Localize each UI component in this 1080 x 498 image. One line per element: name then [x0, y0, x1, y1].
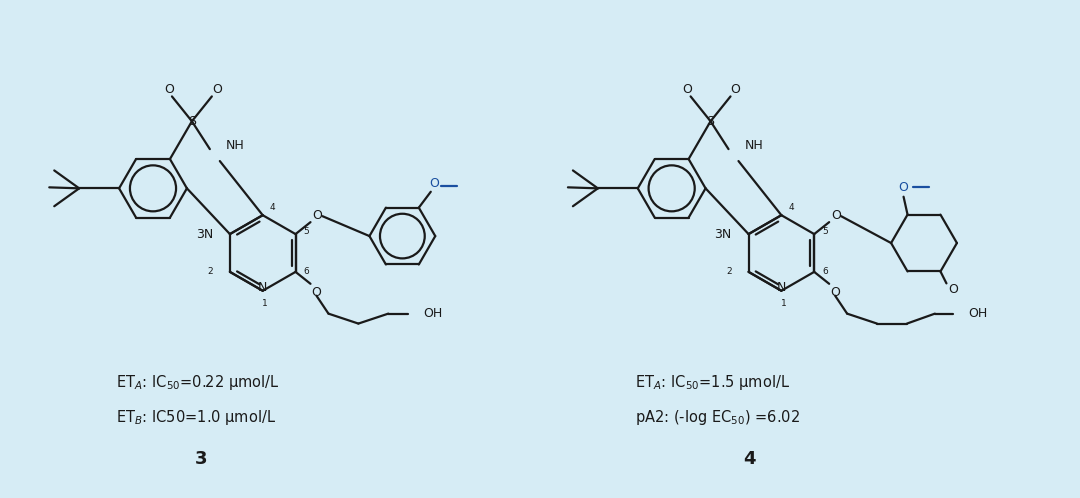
Text: 3N: 3N — [714, 228, 731, 241]
Text: O: O — [311, 286, 322, 299]
Text: 1: 1 — [781, 299, 786, 308]
Text: O: O — [212, 83, 221, 96]
Text: 6: 6 — [303, 267, 309, 276]
Text: 3N: 3N — [195, 228, 213, 241]
Text: N: N — [777, 281, 786, 294]
Text: OH: OH — [968, 307, 987, 320]
Text: 6: 6 — [822, 267, 828, 276]
Text: ET$_A$: IC$_{50}$=0.22 μmol/L: ET$_A$: IC$_{50}$=0.22 μmol/L — [116, 373, 280, 392]
Text: S: S — [188, 115, 195, 128]
Text: S: S — [706, 115, 715, 128]
Text: 5: 5 — [303, 227, 309, 236]
Text: NH: NH — [744, 138, 764, 151]
Text: O: O — [831, 286, 840, 299]
Text: 4: 4 — [788, 203, 794, 212]
Text: O: O — [948, 283, 958, 296]
Text: 2: 2 — [207, 267, 213, 276]
Text: O: O — [832, 209, 841, 222]
Text: 5: 5 — [822, 227, 828, 236]
Text: O: O — [164, 83, 174, 96]
Text: O: O — [429, 177, 438, 190]
Text: O: O — [683, 83, 692, 96]
Text: NH: NH — [226, 138, 244, 151]
Text: N: N — [258, 281, 268, 294]
Text: O: O — [899, 181, 908, 194]
Text: ET$_B$: IC50=1.0 μmol/L: ET$_B$: IC50=1.0 μmol/L — [116, 407, 276, 427]
Text: OH: OH — [423, 307, 443, 320]
Text: 4: 4 — [270, 203, 275, 212]
Text: O: O — [312, 209, 323, 222]
Text: O: O — [730, 83, 741, 96]
Text: ET$_A$: IC$_{50}$=1.5 μmol/L: ET$_A$: IC$_{50}$=1.5 μmol/L — [635, 373, 789, 392]
Text: pA2: (-log EC$_{50}$) =6.02: pA2: (-log EC$_{50}$) =6.02 — [635, 407, 799, 427]
Text: 1: 1 — [261, 299, 268, 308]
Text: 3: 3 — [194, 450, 207, 468]
Text: 4: 4 — [743, 450, 756, 468]
Text: 2: 2 — [726, 267, 731, 276]
